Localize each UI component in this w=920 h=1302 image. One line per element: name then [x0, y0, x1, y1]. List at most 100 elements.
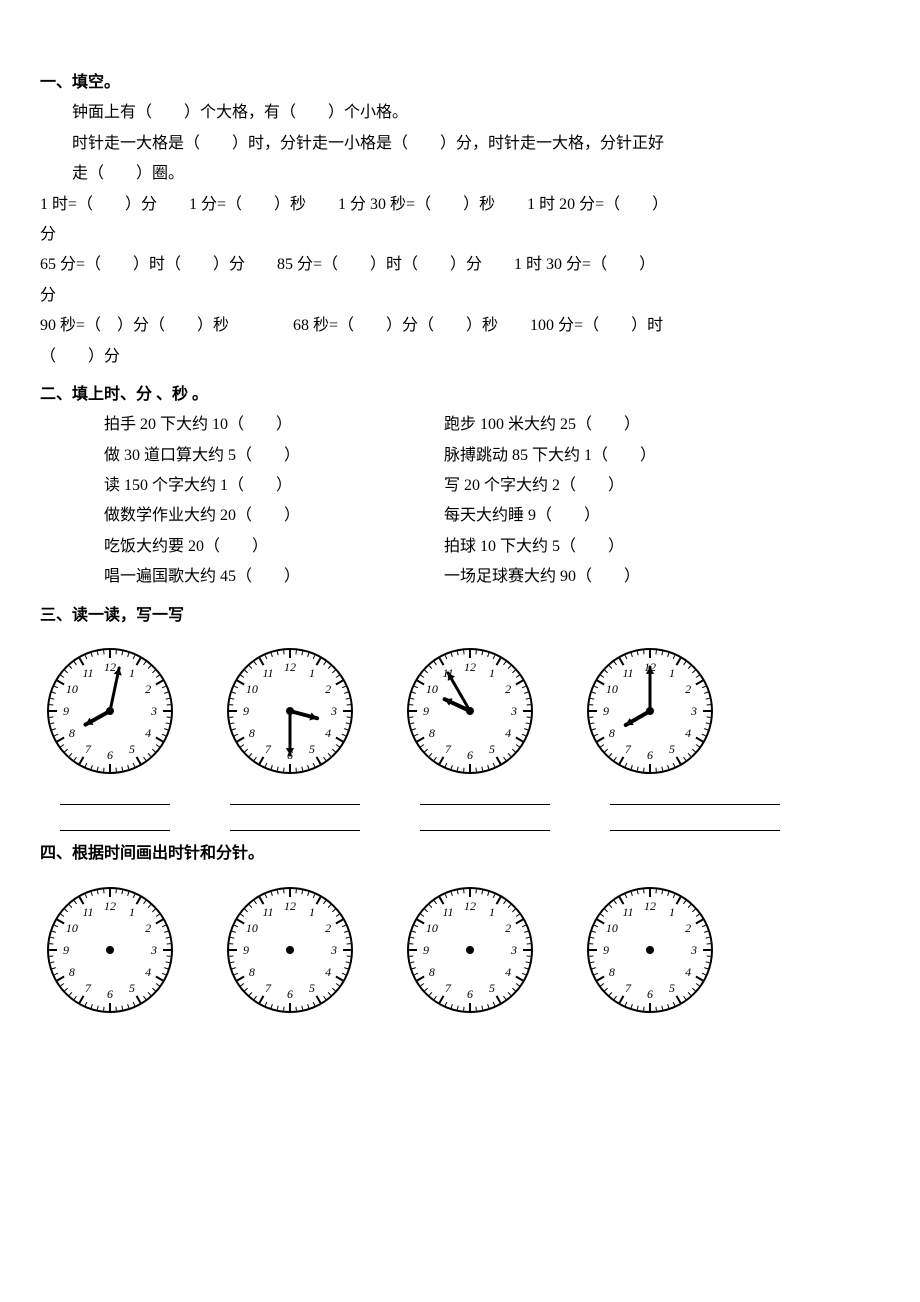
svg-text:3: 3 [690, 943, 697, 957]
svg-text:12: 12 [464, 660, 476, 674]
svg-text:8: 8 [429, 965, 435, 979]
svg-text:5: 5 [669, 742, 675, 756]
svg-text:8: 8 [429, 726, 435, 740]
svg-text:1: 1 [489, 905, 495, 919]
svg-text:7: 7 [85, 981, 92, 995]
svg-text:10: 10 [66, 921, 78, 935]
svg-text:7: 7 [265, 742, 272, 756]
svg-text:11: 11 [262, 666, 273, 680]
svg-text:9: 9 [243, 704, 249, 718]
clock-blank: 123456789101112 [580, 880, 720, 1020]
svg-text:5: 5 [669, 981, 675, 995]
svg-text:5: 5 [489, 742, 495, 756]
svg-text:9: 9 [63, 943, 69, 957]
svg-text:7: 7 [85, 742, 92, 756]
answer-blank[interactable] [610, 811, 780, 831]
svg-text:10: 10 [66, 682, 78, 696]
svg-text:12: 12 [104, 660, 116, 674]
svg-text:2: 2 [145, 682, 151, 696]
svg-text:3: 3 [510, 704, 517, 718]
svg-text:9: 9 [63, 704, 69, 718]
svg-text:8: 8 [249, 726, 255, 740]
svg-text:4: 4 [685, 965, 691, 979]
s2-row: 做数学作业大约 20（ ）每天大约睡 9（ ） [40, 501, 880, 531]
clock-face: 123456789101112 [220, 880, 360, 1020]
svg-text:9: 9 [243, 943, 249, 957]
svg-text:2: 2 [145, 921, 151, 935]
s1-line-6b: （ ）分 [40, 342, 880, 372]
svg-text:11: 11 [622, 666, 633, 680]
clock-face: 123456789101112 [220, 641, 360, 781]
svg-text:12: 12 [644, 899, 656, 913]
s2-row: 做 30 道口算大约 5（ ）脉搏跳动 85 下大约 1（ ） [40, 441, 880, 471]
section-3-blanks-row1 [40, 785, 880, 805]
svg-text:8: 8 [609, 965, 615, 979]
svg-text:11: 11 [442, 905, 453, 919]
svg-text:6: 6 [647, 987, 653, 1001]
svg-text:11: 11 [82, 905, 93, 919]
svg-text:1: 1 [309, 666, 315, 680]
answer-blank[interactable] [60, 785, 170, 805]
clock: 123456789101112 [220, 641, 360, 781]
s2-item-left: 吃饭大约要 20（ ） [40, 532, 444, 562]
svg-text:2: 2 [685, 682, 691, 696]
svg-text:12: 12 [284, 660, 296, 674]
s1-line-2: 时针走一大格是（ ）时，分针走一小格是（ ）分，时针走一大格，分针正好 [40, 129, 880, 159]
svg-text:7: 7 [445, 981, 452, 995]
svg-text:12: 12 [464, 899, 476, 913]
svg-text:8: 8 [249, 965, 255, 979]
svg-text:1: 1 [309, 905, 315, 919]
svg-text:1: 1 [669, 666, 675, 680]
s2-item-right: 拍球 10 下大约 5（ ） [444, 532, 880, 562]
svg-text:3: 3 [690, 704, 697, 718]
clock: 123456789101112 [400, 641, 540, 781]
svg-text:10: 10 [246, 921, 258, 935]
answer-blank[interactable] [420, 785, 550, 805]
section-3-blanks-row2 [40, 811, 880, 831]
svg-text:5: 5 [129, 742, 135, 756]
clock: 123456789101112 [580, 641, 720, 781]
answer-blank[interactable] [230, 811, 360, 831]
s1-line-5b: 分 [40, 281, 880, 311]
clock-face: 123456789101112 [40, 641, 180, 781]
clock-face: 123456789101112 [400, 641, 540, 781]
svg-text:3: 3 [150, 943, 157, 957]
svg-text:6: 6 [647, 748, 653, 762]
s2-row: 唱一遍国歌大约 45（ ）一场足球赛大约 90（ ） [40, 562, 880, 592]
s2-item-right: 脉搏跳动 85 下大约 1（ ） [444, 441, 880, 471]
svg-text:6: 6 [467, 748, 473, 762]
section-4-title: 四、根据时间画出时针和分针。 [40, 839, 880, 869]
answer-blank[interactable] [60, 811, 170, 831]
s2-item-left: 做数学作业大约 20（ ） [40, 501, 444, 531]
svg-text:11: 11 [262, 905, 273, 919]
svg-text:10: 10 [426, 921, 438, 935]
section-3-title: 三、读一读，写一写 [40, 601, 880, 631]
svg-text:5: 5 [489, 981, 495, 995]
clock-face: 123456789101112 [400, 880, 540, 1020]
svg-text:4: 4 [325, 965, 331, 979]
section-4-clocks: 1234567891011121234567891011121234567891… [40, 880, 880, 1020]
svg-text:6: 6 [287, 987, 293, 1001]
svg-text:1: 1 [129, 905, 135, 919]
s1-line-1: 钟面上有（ ）个大格，有（ ）个小格。 [40, 98, 880, 128]
svg-text:4: 4 [145, 726, 151, 740]
clock-face: 123456789101112 [580, 641, 720, 781]
svg-text:1: 1 [129, 666, 135, 680]
clock-face: 123456789101112 [40, 880, 180, 1020]
clock-blank: 123456789101112 [400, 880, 540, 1020]
svg-text:2: 2 [685, 921, 691, 935]
s2-item-left: 读 150 个字大约 1（ ） [40, 471, 444, 501]
svg-text:10: 10 [426, 682, 438, 696]
answer-blank[interactable] [230, 785, 360, 805]
svg-text:4: 4 [505, 965, 511, 979]
svg-text:4: 4 [145, 965, 151, 979]
s2-row: 拍手 20 下大约 10（ ）跑步 100 米大约 25（ ） [40, 410, 880, 440]
clock: 123456789101112 [40, 641, 180, 781]
answer-blank[interactable] [610, 785, 780, 805]
section-3-clocks: 1234567891011121234567891011121234567891… [40, 641, 880, 781]
answer-blank[interactable] [420, 811, 550, 831]
svg-text:3: 3 [150, 704, 157, 718]
svg-text:8: 8 [69, 965, 75, 979]
svg-text:8: 8 [69, 726, 75, 740]
svg-text:9: 9 [423, 943, 429, 957]
